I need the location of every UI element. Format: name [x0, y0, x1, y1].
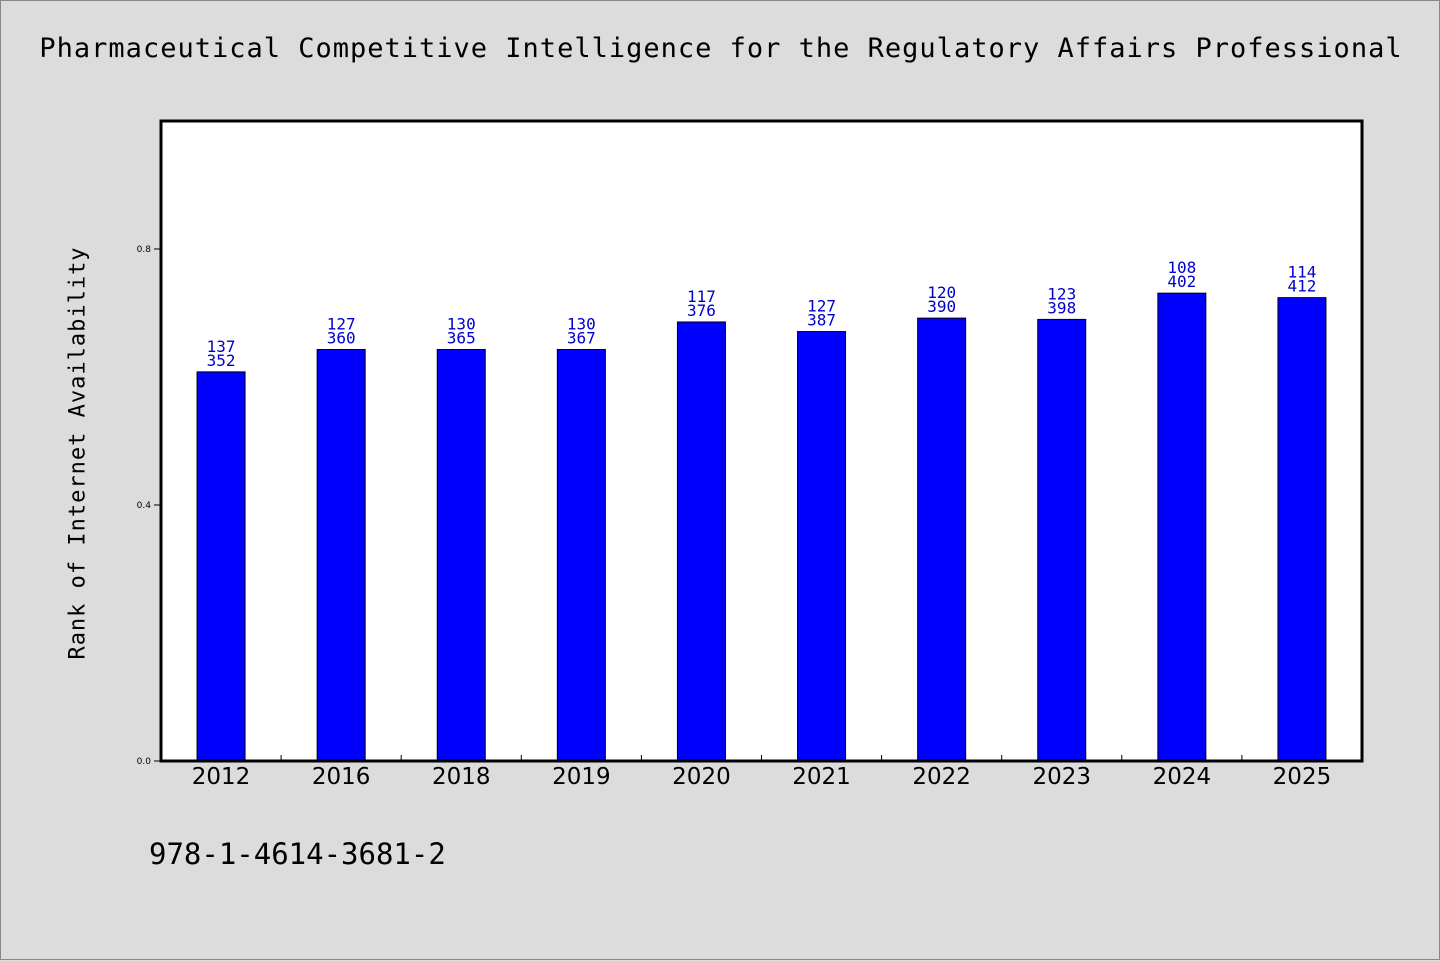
x-tick-label: 2016 [312, 764, 371, 790]
bar-label-bottom: 376 [687, 301, 716, 320]
bar-label-top: 114 [1287, 263, 1316, 282]
x-tick-label: 2024 [1153, 764, 1212, 790]
bar-label-top: 130 [567, 314, 596, 333]
bar [797, 331, 847, 762]
y-tick-label: 0.8 [137, 245, 152, 255]
bar-label-bottom: 367 [567, 328, 596, 347]
chart-title: Pharmaceutical Competitive Intelligence … [39, 33, 1403, 64]
x-tick-label: 2021 [792, 764, 851, 790]
bar [436, 348, 486, 762]
bar [556, 348, 606, 762]
bar-label-bottom: 365 [447, 328, 476, 347]
bar-label-top: 108 [1167, 258, 1196, 277]
bar [676, 321, 726, 762]
bar-label-top: 127 [807, 297, 836, 316]
bar-label-bottom: 412 [1287, 277, 1316, 296]
y-tick-label: 0.4 [137, 501, 152, 511]
isbn-footer: 978-1-4614-3681-2 [149, 837, 446, 871]
bar [1157, 292, 1207, 762]
bar-label-top: 123 [1047, 284, 1076, 303]
bar [316, 348, 366, 762]
bar-label-bottom: 402 [1167, 272, 1196, 291]
x-tick-label: 2023 [1032, 764, 1091, 790]
y-tick-label: 0.0 [137, 757, 152, 767]
bar-label-bottom: 390 [927, 297, 956, 316]
bar [917, 317, 967, 762]
bar-label-top: 130 [447, 314, 476, 333]
bar-label-top: 137 [207, 337, 236, 356]
bar [1277, 297, 1327, 762]
x-tick-label: 2018 [432, 764, 491, 790]
x-tick-label: 2019 [552, 764, 611, 790]
bar [1037, 318, 1087, 762]
x-tick-label: 2025 [1273, 764, 1332, 790]
bar [196, 371, 246, 762]
bar-label-top: 120 [927, 283, 956, 302]
x-tick-label: 2012 [192, 764, 251, 790]
x-tick-label: 2022 [912, 764, 971, 790]
bar-label-top: 127 [327, 314, 356, 333]
x-tick-label: 2020 [672, 764, 731, 790]
bar-label-top: 117 [687, 287, 716, 306]
bar-label-bottom: 352 [207, 351, 236, 370]
plot-frame [159, 119, 1364, 763]
bar-label-bottom: 360 [327, 328, 356, 347]
bar-label-bottom: 398 [1047, 298, 1076, 317]
bar-label-bottom: 387 [807, 311, 836, 330]
